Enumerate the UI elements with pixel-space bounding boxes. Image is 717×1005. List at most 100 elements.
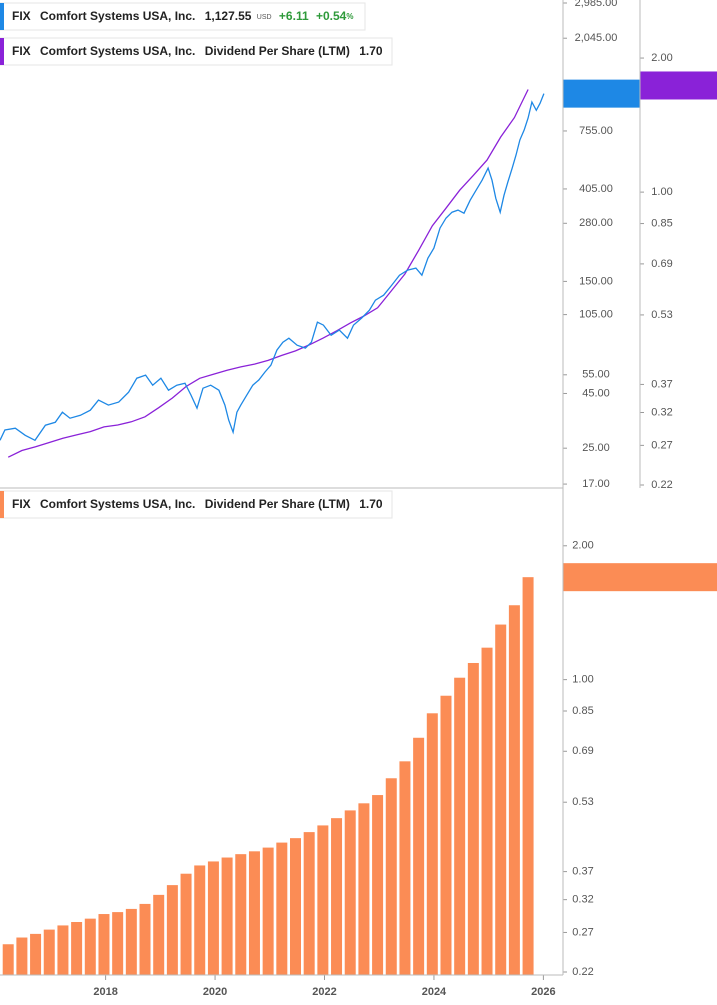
bar [426, 713, 438, 975]
bar [276, 842, 288, 975]
legend-swatch [0, 491, 4, 518]
y-tick-label: 0.53 [651, 309, 672, 321]
company: Comfort Systems USA, Inc. [40, 44, 195, 58]
bar [112, 912, 124, 975]
currency: USD [257, 14, 272, 21]
bar [2, 944, 14, 975]
company: Comfort Systems USA, Inc. [40, 9, 195, 23]
y-tick-label: 280.00 [579, 217, 613, 229]
y-tick-label: 0.27 [572, 926, 593, 938]
pct-unit: % [346, 12, 353, 21]
change: +6.11 [279, 9, 309, 23]
y-tick-label: 0.27 [651, 439, 672, 451]
y-tick-label: 0.32 [572, 894, 593, 906]
bar [180, 873, 192, 975]
bar [16, 937, 28, 975]
y-tick-label: 2,985.00 [575, 0, 618, 9]
y-tick-label: 25.00 [582, 442, 610, 454]
bar [98, 914, 110, 975]
legend-dps-bars: FIX Comfort Systems USA, Inc. Dividend P… [12, 497, 383, 511]
bar [317, 825, 329, 975]
change-pct: +0.54 [316, 9, 347, 23]
series-line [7, 89, 529, 458]
bar [399, 761, 411, 975]
bar [71, 922, 83, 975]
legend-price: FIX Comfort Systems USA, Inc. 1,127.55 U… [12, 9, 353, 23]
bar [221, 857, 233, 975]
legend-box [0, 2, 366, 31]
y-tick-label: 0.53 [572, 796, 593, 808]
symbol: FIX [12, 9, 31, 23]
y-tick-label: 1.00 [572, 674, 593, 686]
y-tick-label: 0.69 [572, 745, 593, 757]
bar [522, 577, 534, 975]
bar [84, 918, 96, 975]
bar [207, 861, 219, 975]
y-tick-label: 2,045.00 [575, 32, 618, 44]
y-tick-label: 0.37 [651, 378, 672, 390]
bar [481, 647, 493, 975]
legend-box [0, 37, 393, 66]
legend-swatch [0, 38, 4, 65]
company: Comfort Systems USA, Inc. [40, 497, 195, 511]
y-tick-label: 405.00 [579, 183, 613, 195]
series-line [0, 93, 545, 442]
x-tick-label: 2026 [531, 986, 555, 998]
x-tick-label: 2022 [312, 986, 336, 998]
y-tick-label: 0.22 [651, 479, 672, 491]
value-badge [563, 563, 717, 592]
price: 1,127.55 [205, 9, 252, 23]
bar [290, 838, 302, 975]
legend-box [0, 490, 393, 519]
bar [194, 865, 206, 975]
y-tick-label: 17.00 [582, 478, 610, 490]
symbol: FIX [12, 497, 31, 511]
bar [248, 851, 260, 975]
x-tick-label: 2024 [422, 986, 447, 998]
bar [467, 662, 479, 975]
y-tick-label: 2.00 [651, 52, 672, 64]
bar [125, 908, 137, 975]
x-tick-label: 2018 [93, 986, 117, 998]
series-name: Dividend Per Share (LTM) [205, 497, 350, 511]
y-tick-label: 2.00 [572, 540, 593, 552]
bar [43, 929, 55, 975]
y-tick-label: 755.00 [579, 125, 613, 137]
y-tick-label: 0.85 [572, 705, 593, 717]
legend-dps: FIX Comfort Systems USA, Inc. Dividend P… [12, 44, 383, 58]
bar [358, 803, 370, 975]
y-tick-label: 105.00 [579, 309, 613, 321]
value-badge [563, 79, 640, 108]
y-tick-label: 0.37 [572, 866, 593, 878]
bar [30, 933, 42, 975]
y-tick-label: 55.00 [582, 369, 610, 381]
bar [372, 795, 384, 975]
bar [235, 854, 247, 975]
value-badge [640, 71, 717, 100]
x-tick-label: 2020 [203, 986, 227, 998]
y-tick-label: 45.00 [582, 387, 610, 399]
bar [440, 695, 452, 975]
bar [413, 737, 425, 975]
last-value: 1.70 [359, 497, 383, 511]
y-tick-label: 0.69 [651, 258, 672, 270]
y-tick-label: 0.22 [572, 966, 593, 978]
bar [385, 778, 397, 975]
bar [57, 925, 69, 975]
bar [495, 624, 507, 975]
y-tick-label: 0.32 [651, 406, 672, 418]
bar [344, 810, 356, 975]
bar [303, 832, 315, 975]
series-name: Dividend Per Share (LTM) [205, 44, 350, 58]
y-tick-label: 1.00 [651, 186, 672, 198]
bar [153, 894, 165, 975]
bar [508, 605, 520, 975]
y-tick-label: 150.00 [579, 275, 613, 287]
legend-swatch [0, 3, 4, 30]
last-value: 1.70 [359, 44, 383, 58]
bar [331, 818, 343, 975]
bar [454, 677, 466, 975]
bar [139, 903, 151, 975]
symbol: FIX [12, 44, 31, 58]
